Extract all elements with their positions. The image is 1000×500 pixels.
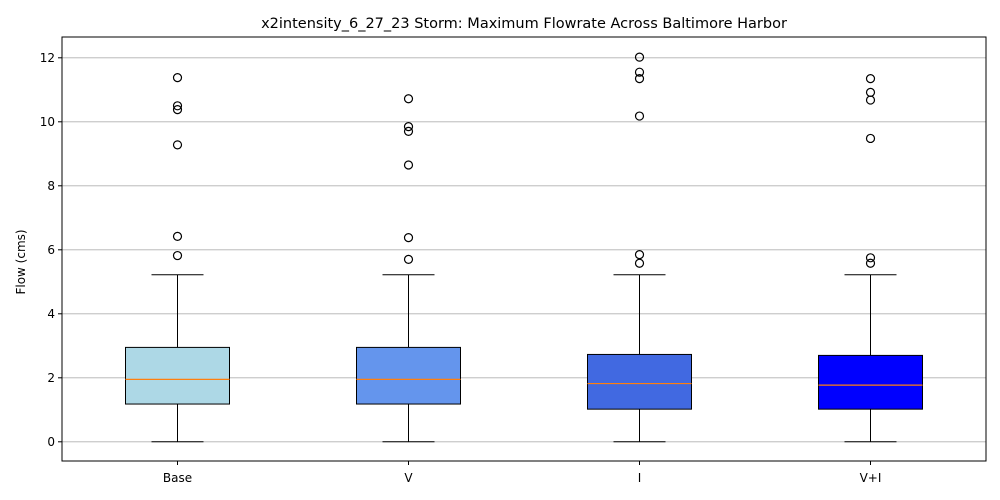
outlier-point [865, 253, 876, 263]
outlier-point [634, 67, 645, 77]
outlier-point [403, 94, 414, 104]
x-tick-label: V+I [860, 471, 882, 485]
outlier-point [403, 160, 414, 170]
outlier-point [172, 231, 183, 241]
outlier-point [403, 121, 414, 132]
outlier-point [634, 111, 645, 121]
x-tick-label: Base [163, 471, 192, 485]
outlier-point [172, 101, 183, 111]
y-tick-label: 6 [47, 243, 55, 257]
y-tick-label: 2 [47, 371, 55, 385]
outlier-point [634, 258, 645, 268]
outlier-point [403, 233, 414, 243]
x-tick-label: I [638, 471, 642, 485]
iqr-box [125, 346, 230, 405]
chart-title: x2intensity_6_27_23 Storm: Maximum Flowr… [261, 16, 787, 32]
outlier-point [403, 254, 414, 264]
y-tick-label: 10 [40, 115, 55, 129]
box-group-base [125, 73, 230, 443]
iqr-box [818, 354, 923, 410]
box-group-i [587, 52, 692, 443]
outlier-point [172, 140, 183, 150]
x-tick-label: V [404, 471, 413, 485]
outlier-point [403, 126, 414, 136]
y-tick-label: 12 [40, 51, 55, 65]
outlier-point [865, 95, 876, 105]
outlier-point [172, 250, 183, 261]
y-tick-label: 4 [47, 307, 55, 321]
y-tick-label: 0 [47, 435, 55, 449]
outlier-point [865, 258, 876, 268]
outlier-point [634, 73, 645, 84]
box-group-v-i [818, 73, 923, 443]
outlier-point [172, 105, 183, 115]
outlier-point [865, 73, 876, 84]
y-axis-label: Flow (cms) [14, 229, 28, 294]
axes: 0 2 4 6 8 10 12 Base V I V+I [40, 36, 987, 485]
box-group-v [356, 94, 461, 443]
y-tick-label: 8 [47, 179, 55, 193]
iqr-box [356, 346, 461, 405]
outlier-point [634, 250, 645, 260]
plot-frame [61, 36, 987, 462]
outlier-point [865, 87, 876, 97]
outlier-point [865, 133, 876, 144]
iqr-box [587, 353, 692, 410]
outlier-point [172, 73, 183, 83]
outlier-point [634, 52, 645, 62]
boxes-layer [125, 52, 923, 443]
